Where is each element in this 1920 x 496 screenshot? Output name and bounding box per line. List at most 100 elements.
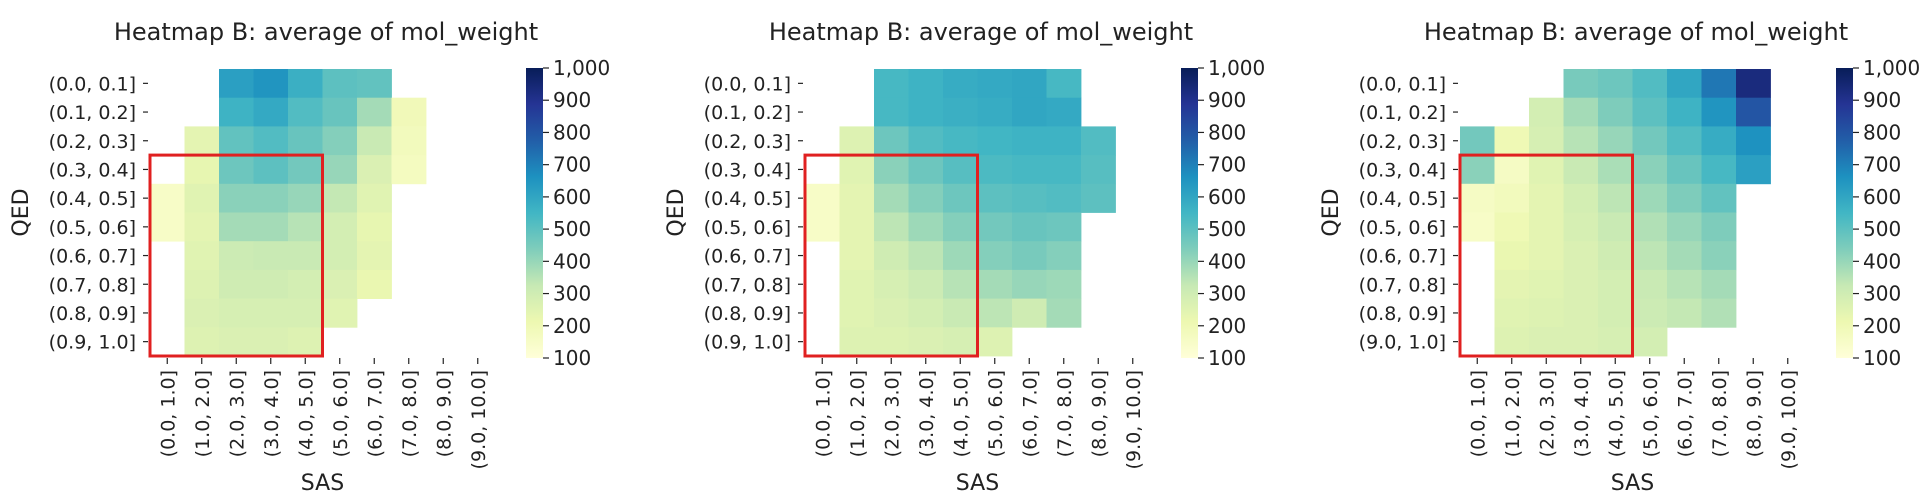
heatmap-cell (1494, 298, 1530, 328)
colorbar-tick-label: 1,000 (1208, 56, 1265, 80)
colorbar-tick-label: 1,000 (1863, 56, 1920, 80)
heatmap-cell (1701, 269, 1737, 299)
heatmap-cell (1667, 69, 1702, 99)
heatmap-cell (943, 155, 978, 185)
x-axis-label: SAS (956, 471, 999, 496)
heatmap-cell (322, 126, 358, 156)
heatmap-cell (184, 212, 220, 242)
heatmap-cell (1529, 269, 1564, 299)
heatmap-cell (253, 298, 289, 328)
heatmap-cell (874, 126, 909, 156)
heatmap-cell (357, 183, 392, 213)
heatmap-cell (1494, 269, 1530, 299)
heatmap-cell (874, 241, 909, 271)
heatmap-cell (977, 155, 1013, 185)
x-tick-label: (0.0, 1.0] (1467, 370, 1489, 457)
y-tick-label: (0.3, 0.4] (704, 159, 791, 181)
heatmap-cell (1563, 69, 1599, 99)
colorbar-tick-label: 500 (553, 217, 591, 241)
heatmap-cell (288, 155, 323, 185)
colorbar-tick-label: 500 (1863, 217, 1901, 241)
heatmap-cell (253, 183, 289, 213)
heatmap-cell (874, 269, 909, 299)
heatmap-cell (288, 298, 323, 328)
heatmap-cell (1012, 183, 1047, 213)
heatmap-cell (150, 212, 185, 242)
heatmap-cell (1046, 269, 1082, 299)
colorbar-tick-label: 200 (1208, 314, 1246, 338)
heatmap-cell (977, 69, 1013, 99)
heatmap-cell (1701, 241, 1737, 271)
heatmap-cell (839, 212, 875, 242)
heatmap-cell (357, 97, 392, 127)
heatmap-cell (1012, 241, 1047, 271)
heatmap-cell (908, 126, 944, 156)
heatmap-cell (1012, 298, 1047, 328)
heatmap-cell (977, 241, 1013, 271)
heatmap-cell (1701, 298, 1737, 328)
heatmap-cell (943, 298, 978, 328)
y-tick-label: (0.3, 0.4] (1359, 159, 1446, 181)
heatmap-cell (391, 155, 427, 185)
y-tick-label: (0.1, 0.2] (1359, 102, 1446, 124)
heatmap-cell (1598, 212, 1633, 242)
x-tick-label: (5.0, 6.0] (330, 370, 352, 457)
y-axis-label: QED (9, 188, 34, 236)
heatmap-cell (1667, 126, 1702, 156)
colorbar-tick-label: 900 (1208, 88, 1246, 112)
colorbar-tick-label: 900 (553, 88, 591, 112)
heatmap-cell (874, 69, 909, 99)
heatmap-cell (322, 298, 358, 328)
y-tick-label: (0.5, 0.6] (49, 217, 136, 239)
y-tick-label: (0.0, 0.1] (49, 73, 136, 95)
heatmap-cell (1460, 183, 1495, 213)
heatmap-cell (357, 126, 392, 156)
heatmap-cell (288, 97, 323, 127)
heatmap-cell (977, 298, 1013, 328)
x-tick-label: (5.0, 6.0] (985, 370, 1007, 457)
heatmap-cell (908, 97, 944, 127)
heatmap-cell (1529, 155, 1564, 185)
heatmap-cell (322, 155, 358, 185)
x-tick-label: (7.0, 8.0] (1709, 370, 1731, 457)
colorbar-tick-label: 800 (1208, 120, 1246, 144)
heatmap-cell (874, 327, 909, 357)
heatmap-cell (1632, 327, 1668, 357)
heatmap-cell (943, 327, 978, 357)
colorbar-tick-label: 100 (553, 346, 591, 370)
colorbar-tick-label: 700 (1208, 153, 1246, 177)
heatmap-cell (1598, 298, 1633, 328)
heatmap-cell (1012, 97, 1047, 127)
x-tick-label: (2.0, 3.0] (226, 370, 248, 457)
y-tick-label: (0.7, 0.8] (704, 274, 791, 296)
y-tick-label: (0.0, 0.1] (1359, 73, 1446, 95)
heatmap-cell (908, 183, 944, 213)
heatmap-cell (943, 212, 978, 242)
heatmap-panel-1: Heatmap B: average of mol_weight (0.0, 0.… (9, 18, 610, 496)
heatmap-cell (184, 269, 220, 299)
heatmap-cell (1667, 298, 1702, 328)
heatmap-cell (219, 97, 254, 127)
heatmap-cell (184, 126, 220, 156)
colorbar-tick-label: 600 (1208, 185, 1246, 209)
heatmap-cell (1046, 69, 1082, 99)
colorbar-tick-label: 800 (1863, 120, 1901, 144)
x-tick-label: (6.0, 7.0] (1674, 370, 1696, 457)
heatmap-cell (288, 212, 323, 242)
heatmap-cell (1667, 155, 1702, 185)
heatmap-cell (253, 241, 289, 271)
colorbar-tick-label: 700 (553, 153, 591, 177)
x-tick-label: (8.0, 9.0] (1743, 370, 1765, 457)
heatmap-cell (1046, 183, 1082, 213)
highlight-box (803, 153, 979, 358)
colorbar-tick-label: 700 (1863, 153, 1901, 177)
colorbar-tick-label: 600 (553, 185, 591, 209)
heatmap-cell (874, 155, 909, 185)
heatmap-cell (943, 241, 978, 271)
heatmap-cell (943, 183, 978, 213)
heatmap-cell (253, 327, 289, 357)
x-tick-label: (5.0, 6.0] (1640, 370, 1662, 457)
colorbar-tick-label: 400 (1208, 249, 1246, 273)
heatmap-cell (253, 69, 289, 99)
